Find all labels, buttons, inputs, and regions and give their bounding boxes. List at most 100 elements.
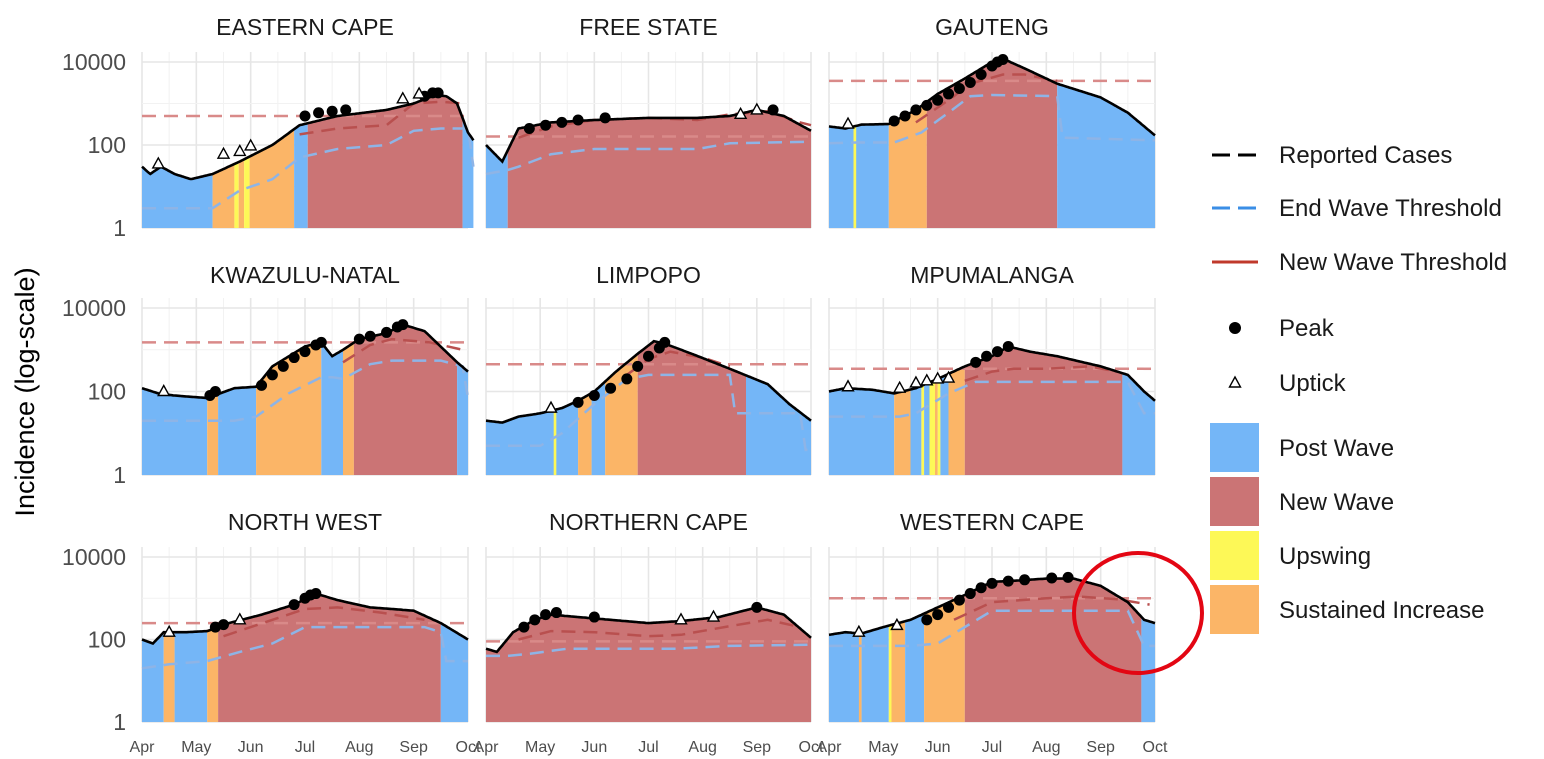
band-post (829, 388, 895, 475)
peak-marker (921, 614, 933, 626)
end-wave-threshold-free-state (485, 140, 812, 176)
band-sustained (924, 595, 965, 722)
uptick-marker (750, 102, 764, 115)
legend-key-uptick (1228, 375, 1242, 388)
panel-title-eastern-cape: EASTERN CAPE (216, 14, 394, 40)
phase-bands-free-state (486, 109, 811, 228)
peak-marker (643, 350, 654, 362)
peak-marker (621, 373, 633, 385)
peak-marker (326, 105, 338, 117)
peak-marker (381, 326, 392, 338)
band-sustained (891, 621, 906, 722)
uptick-marker (396, 91, 410, 104)
band-sustained (238, 159, 245, 228)
band-post (142, 166, 213, 228)
y-tick-label: 1 (113, 462, 126, 488)
highlight-annotation-circle (1072, 551, 1204, 675)
legend-label-sustained: Sustained Increase (1279, 597, 1484, 624)
band-upswing (929, 380, 935, 475)
band-sustained (578, 393, 592, 475)
band-post (746, 375, 811, 475)
peak-marker (340, 104, 352, 116)
end-wave-threshold-limpopo (486, 373, 811, 452)
legend-swatch-upswing (1210, 531, 1259, 580)
end-wave-threshold-western-cape (829, 609, 1155, 648)
band-post (1141, 616, 1155, 722)
y-tick-label: 10000 (62, 295, 126, 321)
peak-marker (975, 582, 987, 594)
peak-marker (572, 114, 584, 126)
peak-marker (888, 115, 900, 127)
uptick-marker (920, 373, 934, 386)
uptick-marker (930, 371, 945, 384)
band-post (486, 145, 508, 228)
band-post (910, 385, 922, 475)
peak-marker (313, 107, 325, 119)
uptick-marker (162, 624, 176, 637)
peak-marker (751, 601, 763, 613)
band-sustained (207, 627, 219, 722)
band-post (1057, 83, 1155, 228)
x-tick-label: Apr (130, 739, 156, 756)
panel-title-kwazulu-natal: KWAZULU-NATAL (210, 262, 400, 288)
x-tick-label: May (525, 739, 555, 756)
reported-cases-line-limpopo (485, 339, 812, 424)
band-new (964, 346, 1123, 475)
x-tick-label: Jun (925, 739, 951, 756)
peak-marker (288, 599, 300, 611)
peak-marker (1046, 572, 1058, 584)
peak-marker (921, 99, 933, 111)
phase-bands-limpopo (486, 341, 811, 475)
uptick-marker (412, 86, 426, 99)
band-post (174, 631, 208, 722)
y-tick-label: 10000 (62, 544, 126, 570)
band-post (829, 124, 889, 228)
x-tick-label: Sep (1086, 739, 1115, 756)
wave-threshold-curve-northern-cape (518, 618, 801, 641)
band-post (440, 623, 468, 722)
x-tick-label: Jul (982, 739, 1002, 756)
panel-title-western-cape: WESTERN CAPE (900, 509, 1084, 535)
phase-bands-mpumalanga (829, 346, 1155, 475)
panel-title-gauteng: GAUTENG (935, 14, 1049, 40)
end-wave-threshold-kwazulu-natal (142, 359, 470, 422)
peak-marker (310, 588, 322, 600)
legend-label-new: New Wave (1279, 489, 1394, 516)
x-tick-label: May (181, 739, 211, 756)
uptick-marker (216, 146, 231, 159)
phase-bands-gauteng (829, 59, 1155, 228)
peak-marker (256, 379, 268, 391)
peak-marker (529, 614, 541, 626)
band-new (964, 578, 1142, 722)
peak-marker (299, 346, 311, 358)
panel-title-free-state: FREE STATE (579, 14, 717, 40)
band-upswing (937, 377, 941, 475)
y-axis-label: Incidence (log-scale) (10, 267, 40, 516)
peak-marker (964, 588, 976, 600)
peak-marker (588, 390, 600, 402)
band-sustained (256, 342, 322, 475)
reported-cases-line-eastern-cape (141, 93, 475, 181)
uptick-marker (892, 380, 907, 393)
legend-swatch-new (1210, 477, 1259, 526)
end-wave-threshold-gauteng (828, 93, 1156, 145)
peak-marker (975, 68, 987, 80)
x-tick-label: Sep (399, 739, 428, 756)
y-tick-label: 100 (88, 627, 126, 653)
peak-marker (540, 609, 552, 621)
band-post (218, 386, 257, 475)
band-new (486, 607, 811, 722)
band-post (1122, 373, 1155, 475)
wave-threshold-curve-mpumalanga (964, 365, 1118, 382)
band-sustained (935, 378, 938, 475)
band-new (507, 109, 811, 228)
end-wave-threshold-eastern-cape (142, 127, 475, 210)
peak-marker (997, 53, 1009, 65)
x-tick-label: Aug (1032, 739, 1060, 756)
peak-marker (986, 577, 998, 589)
x-tick-label: Aug (345, 739, 373, 756)
band-post (940, 373, 949, 475)
x-tick-label: Jun (581, 739, 607, 756)
y-tick-label: 1 (113, 709, 126, 735)
